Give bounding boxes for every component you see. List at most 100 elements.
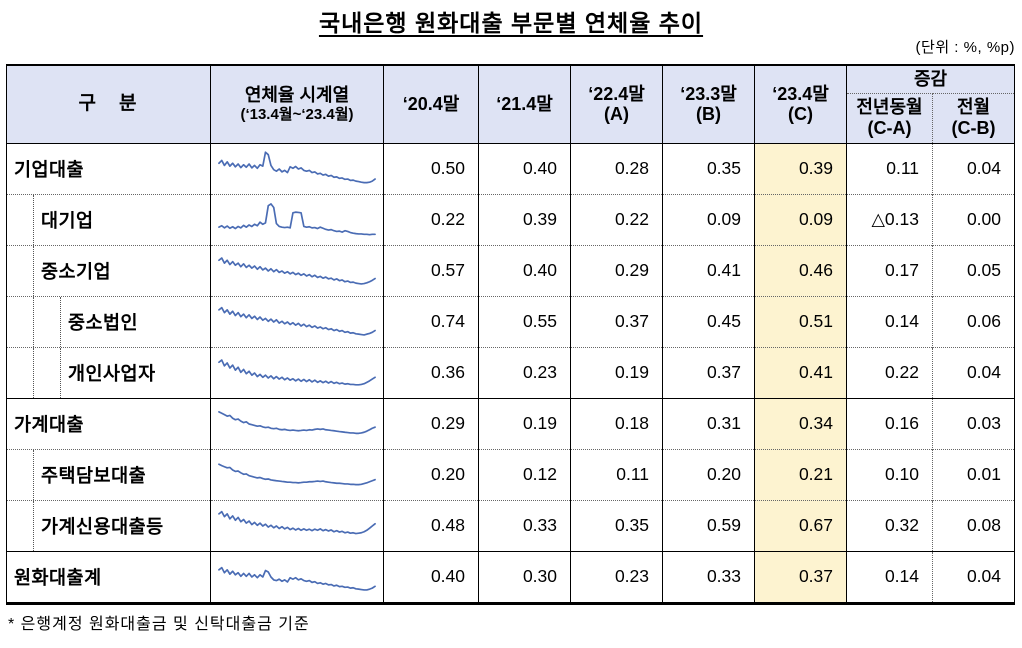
value-cell: 0.10 [846,448,933,500]
value-cell: 0.04 [932,143,1015,194]
table-row: 중소법인 0.74 0.55 0.37 0.45 0.51 0.14 0.06 [6,295,1015,347]
value-cell: 0.08 [932,499,1015,551]
value-cell-current: 0.39 [754,143,847,194]
change-mom-label: 전월 [956,97,991,118]
sparkline-chart [218,462,376,485]
value-cell: 0.32 [846,499,933,551]
row-label: 중소법인 [68,311,139,333]
row-label: 기업대출 [14,158,85,180]
value-cell: 0.36 [383,346,479,398]
indent-guide-line [34,347,61,398]
period-label: ‘23.4말 [772,83,829,104]
value-cell: 0.18 [570,397,663,449]
value-cell: 0.29 [570,244,663,296]
col-header-period-4: ‘23.4말 (C) [754,65,847,144]
value-cell: 0.17 [846,244,933,296]
value-cell: 0.59 [662,499,755,551]
sparkline-cell [210,550,384,603]
row-label: 가계대출 [14,413,85,435]
sparkline-chart [218,410,376,434]
change-yoy-label: 전년동월 [856,97,923,118]
category-cell: 대기업 [6,193,211,245]
value-cell: 0.33 [662,550,755,603]
col-header-period-1: ‘21.4말 [478,65,571,144]
period-label: ‘20.4말 [402,93,460,114]
period-sublabel: (B) [696,104,721,125]
value-cell: 0.40 [478,143,571,194]
change-mom-formula: (C-B) [951,118,996,138]
sparkline-cell [210,448,384,500]
sparkline-cell [210,193,384,245]
indent-guide-line [7,500,34,551]
value-cell: △0.13 [846,193,933,245]
value-cell: 0.01 [932,448,1015,500]
indent-guide-line [7,347,34,398]
value-cell: 0.33 [478,499,571,551]
value-cell: 0.04 [932,346,1015,398]
period-label: ‘23.3말 [680,83,737,104]
value-cell: 0.35 [662,143,755,194]
timeseries-range: (‘13.4월~‘23.4월) [240,105,354,123]
category-cell: 가계대출 [6,397,211,449]
row-label: 중소기업 [41,260,112,282]
category-cell: 가계신용대출등 [6,499,211,551]
value-cell: 0.57 [383,244,479,296]
value-cell: 0.20 [383,448,479,500]
table-row: 가계대출 0.29 0.19 0.18 0.31 0.34 0.16 0.03 [6,397,1015,449]
value-cell: 0.11 [846,143,933,194]
table-row: 기업대출 0.50 0.40 0.28 0.35 0.39 0.11 0.04 [7,143,1015,194]
value-cell: 0.05 [932,244,1015,296]
change-yoy-formula: (C-A) [867,118,912,138]
value-cell-current: 0.34 [754,397,847,449]
page-title-text: 국내은행 원화대출 부문별 연체율 추이 [318,10,704,36]
col-header-period-3: ‘23.3말 (B) [662,65,755,144]
sparkline-cell [210,244,384,296]
timeseries-label: 연체율 시계열 [244,85,350,106]
value-cell-current: 0.21 [754,448,847,500]
value-cell: 0.41 [662,244,755,296]
category-cell: 중소기업 [6,244,211,296]
value-cell: 0.37 [570,295,663,347]
value-cell: 0.23 [570,550,663,603]
col-header-change-yoy: 전년동월 (C-A) [846,92,933,144]
value-cell: 0.30 [478,550,571,603]
value-cell: 0.09 [662,193,755,245]
value-cell: 0.22 [383,193,479,245]
table-row: 개인사업자 0.36 0.23 0.19 0.37 0.41 0.22 0.04 [6,346,1015,398]
value-cell: 0.29 [383,397,479,449]
col-header-timeseries: 연체율 시계열 (‘13.4월~‘23.4월) [210,65,384,144]
value-cell: 0.40 [383,550,479,603]
table-row: 주택담보대출 0.20 0.12 0.11 0.20 0.21 0.10 0.01 [6,448,1015,500]
value-cell: 0.28 [570,143,663,194]
indent-guide-line [7,296,34,347]
value-cell-current: 0.46 [754,244,847,296]
period-sublabel: (A) [604,104,629,125]
row-label: 가계신용대출등 [41,515,164,537]
sparkline-chart [218,566,376,591]
sparkline-chart [218,358,376,386]
value-cell-current: 0.09 [754,193,847,245]
table-row: 가계신용대출등 0.48 0.33 0.35 0.59 0.67 0.32 0.08 [6,499,1015,551]
sparkline-cell [210,143,384,194]
col-header-period-0: ‘20.4말 [383,65,479,144]
page-title: 국내은행 원화대출 부문별 연체율 추이 [0,4,1022,38]
value-cell-current: 0.51 [754,295,847,347]
indent-guide-line [7,245,34,296]
category-cell: 기업대출 [7,143,211,194]
sparkline-chart [218,256,376,285]
value-cell: 0.16 [846,397,933,449]
row-label: 대기업 [41,209,94,231]
value-cell-current: 0.37 [754,550,847,603]
value-cell: 0.31 [662,397,755,449]
value-cell: 0.22 [570,193,663,245]
value-cell-current: 0.67 [754,499,847,551]
value-cell: 0.06 [932,295,1015,347]
footnote: * 은행계정 원화대출금 및 신탁대출금 기준 [8,616,310,633]
value-cell: 0.03 [932,397,1015,449]
value-cell-current: 0.41 [754,346,847,398]
sparkline-chart [218,202,376,236]
value-cell: 0.04 [932,550,1015,603]
row-label: 주택담보대출 [41,464,147,486]
period-label: ‘22.4말 [588,83,645,104]
row-label: 원화대출계 [14,566,102,588]
